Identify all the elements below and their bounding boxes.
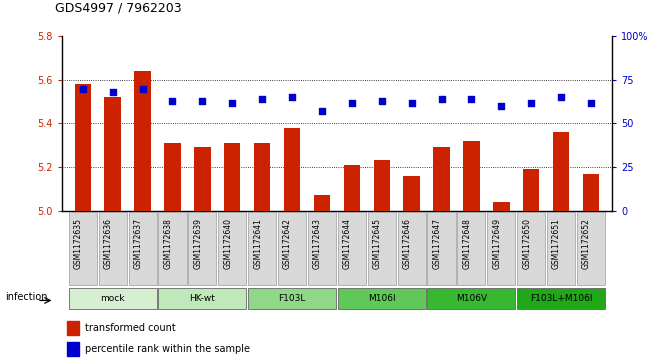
Text: GSM1172645: GSM1172645 xyxy=(373,218,381,269)
Text: F103L: F103L xyxy=(279,294,306,303)
Text: GSM1172642: GSM1172642 xyxy=(283,218,292,269)
Text: GSM1172641: GSM1172641 xyxy=(253,218,262,269)
Point xyxy=(556,94,566,100)
FancyBboxPatch shape xyxy=(547,212,575,285)
Text: transformed count: transformed count xyxy=(85,323,176,334)
FancyBboxPatch shape xyxy=(428,212,456,285)
Text: HK-wt: HK-wt xyxy=(189,294,215,303)
Bar xyxy=(493,202,510,211)
Point xyxy=(376,98,387,104)
FancyBboxPatch shape xyxy=(487,212,516,285)
FancyBboxPatch shape xyxy=(248,288,336,309)
Bar xyxy=(314,195,330,211)
FancyBboxPatch shape xyxy=(188,212,216,285)
Point xyxy=(466,96,477,102)
Text: GSM1172643: GSM1172643 xyxy=(313,218,322,269)
FancyBboxPatch shape xyxy=(517,288,605,309)
Point xyxy=(257,96,268,102)
Text: M106V: M106V xyxy=(456,294,487,303)
Point xyxy=(346,99,357,105)
FancyBboxPatch shape xyxy=(517,212,546,285)
Bar xyxy=(284,128,300,211)
Text: GSM1172650: GSM1172650 xyxy=(522,218,531,269)
Point xyxy=(197,98,208,104)
Text: GSM1172644: GSM1172644 xyxy=(343,218,352,269)
Text: M106I: M106I xyxy=(368,294,396,303)
FancyBboxPatch shape xyxy=(278,212,306,285)
FancyBboxPatch shape xyxy=(338,212,366,285)
Text: GSM1172639: GSM1172639 xyxy=(193,218,202,269)
Text: GDS4997 / 7962203: GDS4997 / 7962203 xyxy=(55,1,182,15)
FancyBboxPatch shape xyxy=(368,212,396,285)
Bar xyxy=(164,143,181,211)
FancyBboxPatch shape xyxy=(248,212,276,285)
Text: GSM1172636: GSM1172636 xyxy=(104,218,113,269)
Bar xyxy=(344,165,360,211)
Bar xyxy=(583,174,599,211)
FancyBboxPatch shape xyxy=(158,212,187,285)
Text: GSM1172648: GSM1172648 xyxy=(462,218,471,269)
FancyBboxPatch shape xyxy=(218,212,246,285)
FancyBboxPatch shape xyxy=(158,288,246,309)
Text: GSM1172635: GSM1172635 xyxy=(74,218,83,269)
Point xyxy=(436,96,447,102)
FancyBboxPatch shape xyxy=(308,212,336,285)
Point xyxy=(227,99,238,105)
Bar xyxy=(523,169,540,211)
Text: GSM1172640: GSM1172640 xyxy=(223,218,232,269)
FancyBboxPatch shape xyxy=(98,212,127,285)
FancyBboxPatch shape xyxy=(69,212,97,285)
Point xyxy=(586,99,596,105)
Point xyxy=(526,99,536,105)
FancyBboxPatch shape xyxy=(398,212,426,285)
FancyBboxPatch shape xyxy=(577,212,605,285)
Bar xyxy=(404,176,420,211)
Text: GSM1172649: GSM1172649 xyxy=(492,218,501,269)
FancyBboxPatch shape xyxy=(338,288,426,309)
FancyBboxPatch shape xyxy=(128,212,157,285)
Text: mock: mock xyxy=(100,294,125,303)
Text: GSM1172652: GSM1172652 xyxy=(582,218,591,269)
Bar xyxy=(434,147,450,211)
Bar xyxy=(224,143,240,211)
Point xyxy=(496,103,506,109)
Text: GSM1172647: GSM1172647 xyxy=(432,218,441,269)
Text: GSM1172646: GSM1172646 xyxy=(402,218,411,269)
Text: GSM1172651: GSM1172651 xyxy=(552,218,561,269)
Text: GSM1172637: GSM1172637 xyxy=(133,218,143,269)
Point xyxy=(107,89,118,95)
Point xyxy=(317,108,327,114)
Point xyxy=(137,86,148,91)
Bar xyxy=(75,84,91,211)
Bar xyxy=(464,141,480,211)
FancyBboxPatch shape xyxy=(69,288,157,309)
Bar xyxy=(374,160,390,211)
Point xyxy=(287,94,298,100)
Bar xyxy=(134,71,151,211)
FancyBboxPatch shape xyxy=(458,212,486,285)
Point xyxy=(167,98,178,104)
Bar xyxy=(553,132,570,211)
Text: GSM1172638: GSM1172638 xyxy=(163,218,173,269)
Point xyxy=(406,99,417,105)
Bar xyxy=(104,97,121,211)
Point xyxy=(77,86,88,91)
Bar xyxy=(67,342,79,356)
Text: infection: infection xyxy=(5,292,48,302)
Text: percentile rank within the sample: percentile rank within the sample xyxy=(85,344,250,354)
Bar xyxy=(194,147,210,211)
Text: F103L+M106I: F103L+M106I xyxy=(530,294,592,303)
Bar xyxy=(254,143,270,211)
FancyBboxPatch shape xyxy=(428,288,516,309)
Bar xyxy=(67,322,79,335)
